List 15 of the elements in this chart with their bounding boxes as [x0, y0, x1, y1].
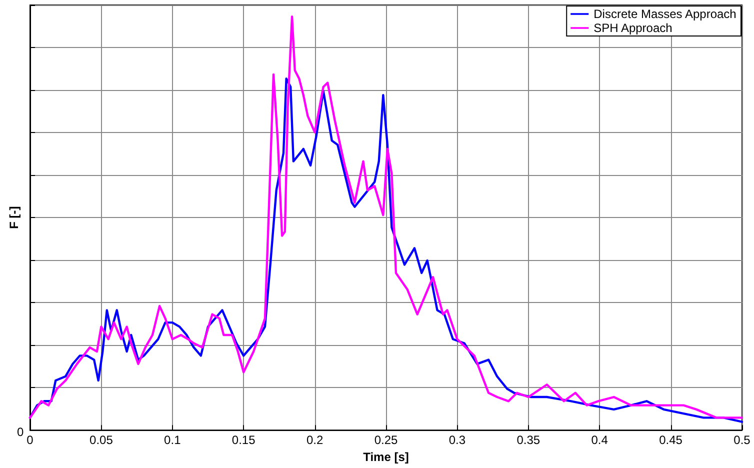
- x-tick-label: 0.3: [448, 433, 466, 448]
- x-tick-label: 0.5: [734, 433, 751, 448]
- x-tick-label: 0.35: [516, 433, 540, 448]
- x-tick-label: 0: [26, 433, 34, 448]
- x-tick-label: 0.2: [306, 433, 324, 448]
- x-tick-label: 0.1: [164, 433, 182, 448]
- legend-label: SPH Approach: [594, 21, 672, 35]
- legend-label: Discrete Masses Approach: [594, 7, 736, 21]
- x-tick-label: 0.15: [232, 433, 256, 448]
- x-tick-label: 0.45: [659, 433, 683, 448]
- x-tick-label: 0.05: [90, 433, 114, 448]
- x-tick-label: 0.4: [591, 433, 608, 448]
- y-axis-title: F [-]: [7, 206, 21, 229]
- x-axis-title: Time [s]: [363, 450, 409, 464]
- x-tick-label: 0.25: [374, 433, 398, 448]
